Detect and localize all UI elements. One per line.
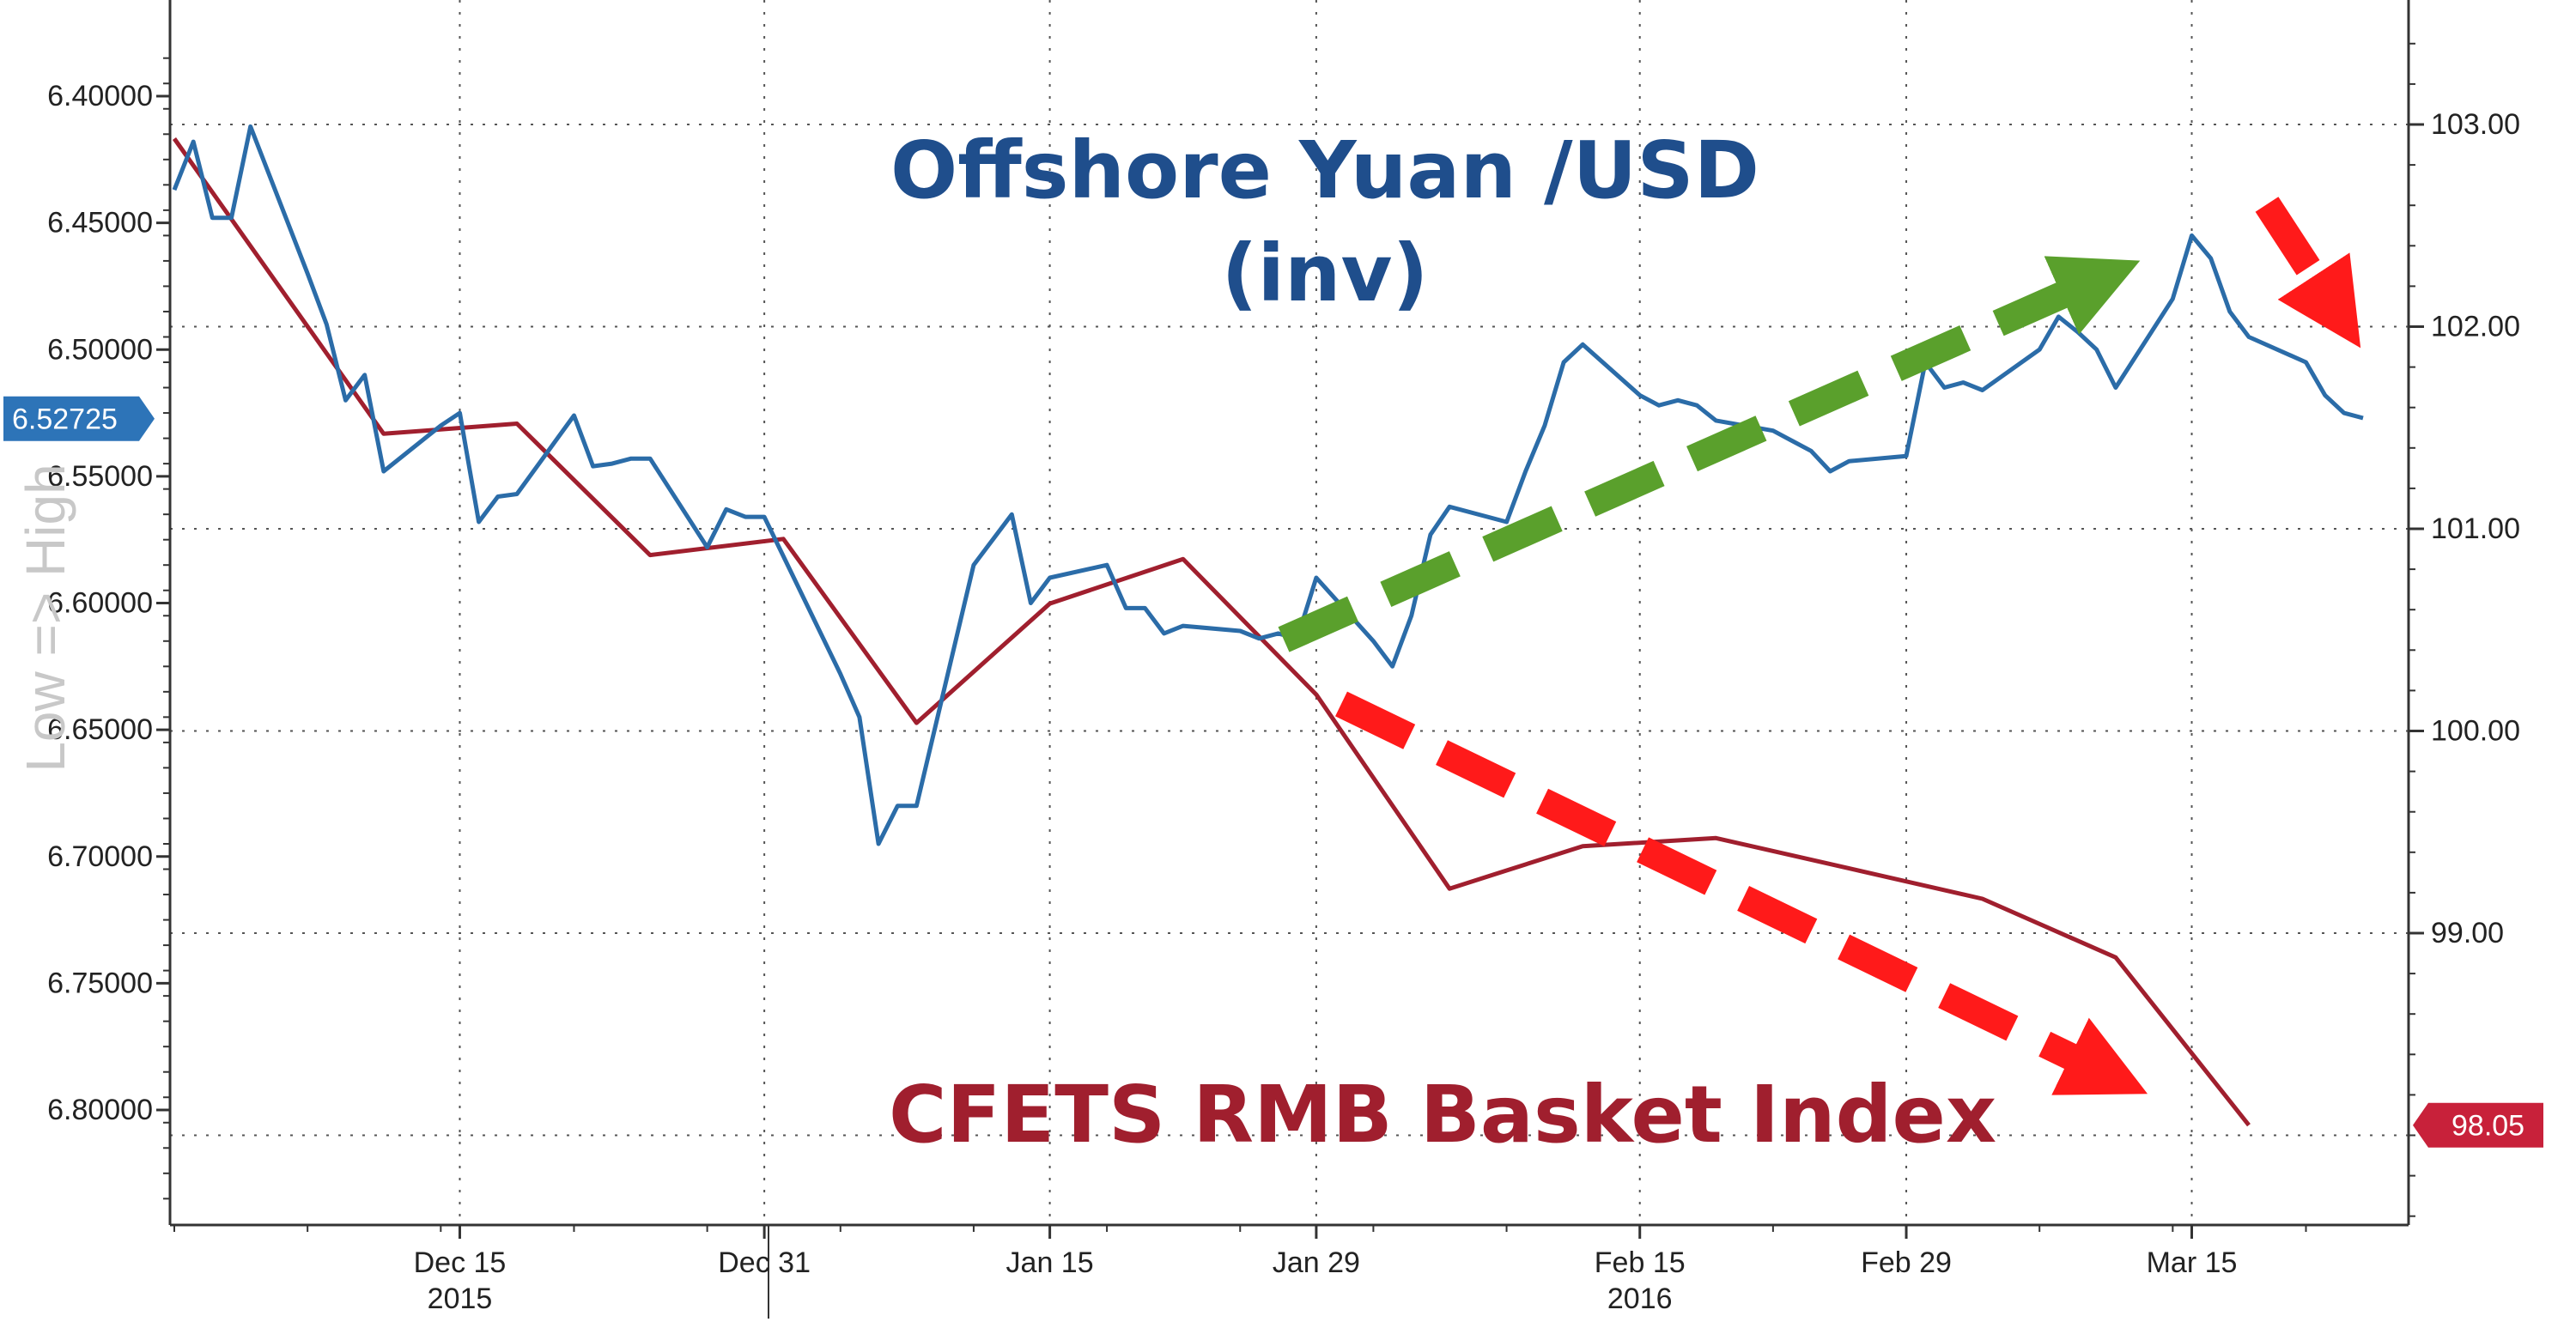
x-tick-label: Feb 29: [1861, 1246, 1952, 1279]
x-tick-label: Mar 15: [2147, 1246, 2238, 1279]
right-tick-label: 103.00: [2431, 108, 2520, 141]
left-tick-label: 6.60000: [47, 587, 153, 620]
right-tick-label: 102.00: [2431, 311, 2520, 343]
left-tick-label: 6.75000: [47, 967, 153, 999]
left-tick-label: 6.55000: [47, 460, 153, 493]
left-badge-shape: [3, 396, 155, 441]
right-tick-label: 99.00: [2431, 917, 2504, 949]
left-badge-text: 6.52725: [12, 403, 118, 436]
right-tick-label: 101.00: [2431, 512, 2520, 545]
series-line-offshore-yuan: [172, 124, 2364, 846]
left-tick-label: 6.50000: [47, 333, 153, 366]
year-label: 2016: [1607, 1283, 1673, 1315]
left-tick-label: 6.65000: [47, 713, 153, 746]
red-series-title: CFETS RMB Basket Index: [889, 1069, 1996, 1161]
left-last-value-badge: 6.52725: [3, 396, 155, 441]
left-tick-label: 6.45000: [47, 207, 153, 240]
red-arrow-down: [1335, 691, 2148, 1095]
x-tick-label: Jan 15: [1006, 1246, 1094, 1279]
right-badge-shape: [2413, 1102, 2543, 1148]
left-tick-label: 6.70000: [47, 840, 153, 873]
right-tick-label: 100.00: [2431, 715, 2520, 748]
blue-series-title-line1: Offshore Yuan /USD: [890, 124, 1759, 216]
x-tick-label: Feb 15: [1595, 1246, 1686, 1279]
series-line-cfets-basket: [172, 137, 2251, 1127]
left-tick-label: 6.80000: [47, 1094, 153, 1126]
right-badge-text: 98.05: [2451, 1110, 2524, 1143]
x-tick-label: Jan 29: [1273, 1246, 1360, 1279]
blue-series-title-line2: (inv): [1221, 227, 1428, 319]
left-axis-label: Low => High: [15, 464, 76, 772]
green-arrow-up: [1278, 256, 2141, 652]
left-tick-label: 6.40000: [47, 80, 153, 112]
right-axis-ticks: 103.00 102.00 101.00 100.00 99.00: [2409, 42, 2520, 1217]
left-axis-ticks: 6.40000 6.45000 6.50000 6.55000 6.60000 6.650…: [47, 57, 170, 1200]
right-last-value-badge: 98.05: [2413, 1102, 2543, 1148]
year-label: 2015: [428, 1283, 493, 1315]
x-axis-ticks: Dec 15 Dec 31 Jan 15 Jan 29 Feb 15 Feb 29 Mar …: [173, 1225, 2307, 1315]
gridlines: [170, 0, 2409, 1225]
x-tick-label: Dec 31: [718, 1246, 811, 1279]
red-arrow-short: [2255, 197, 2361, 349]
x-tick-label: Dec 15: [414, 1246, 507, 1279]
series-layer: [172, 124, 2364, 1127]
